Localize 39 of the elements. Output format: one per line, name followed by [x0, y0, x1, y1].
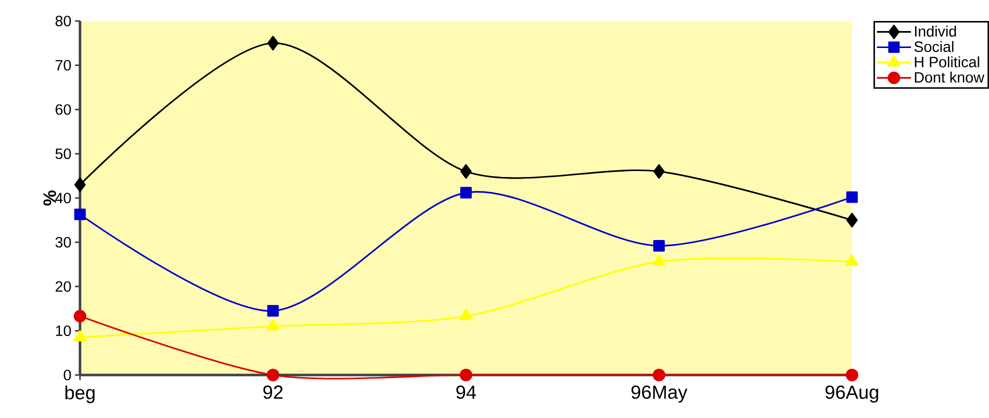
y-axis-title: % — [43, 190, 56, 206]
y-tick-label: 0 — [64, 370, 71, 380]
legend-label: Social — [914, 41, 954, 52]
point — [74, 310, 86, 322]
point — [846, 368, 858, 382]
point — [460, 368, 472, 382]
point — [267, 305, 279, 317]
point — [460, 164, 472, 179]
point — [846, 191, 858, 203]
point — [74, 330, 86, 342]
y-tick-label: 10 — [56, 325, 71, 336]
x-tick-label: 92 — [263, 385, 283, 399]
y-tick-label: 70 — [56, 60, 71, 71]
y-tick-label: 50 — [55, 148, 71, 160]
point — [74, 177, 86, 192]
y-tick-label: 20 — [56, 281, 71, 292]
legend-label: H Political — [914, 56, 980, 68]
x-tick-label: 96May — [631, 385, 688, 403]
point — [266, 368, 280, 382]
point — [267, 36, 279, 50]
point — [74, 208, 86, 220]
y-tick-label: 60 — [56, 104, 71, 115]
y-tick-label: 80 — [56, 16, 71, 26]
point — [846, 254, 858, 266]
x-tick-label: beg — [65, 385, 95, 404]
x-tick-label: 96Aug — [826, 385, 878, 403]
point — [460, 186, 472, 198]
y-tick-label: 40 — [55, 192, 71, 204]
point — [266, 319, 280, 330]
legend-label: Dont know — [914, 72, 984, 83]
legend-label: Individ — [915, 26, 956, 37]
point — [652, 368, 666, 382]
point — [653, 164, 665, 179]
point — [652, 254, 666, 266]
y-tick-label: 30 — [55, 236, 71, 248]
point — [460, 308, 472, 320]
point — [653, 240, 665, 252]
x-tick-label: 94 — [456, 385, 476, 399]
point — [846, 212, 858, 228]
